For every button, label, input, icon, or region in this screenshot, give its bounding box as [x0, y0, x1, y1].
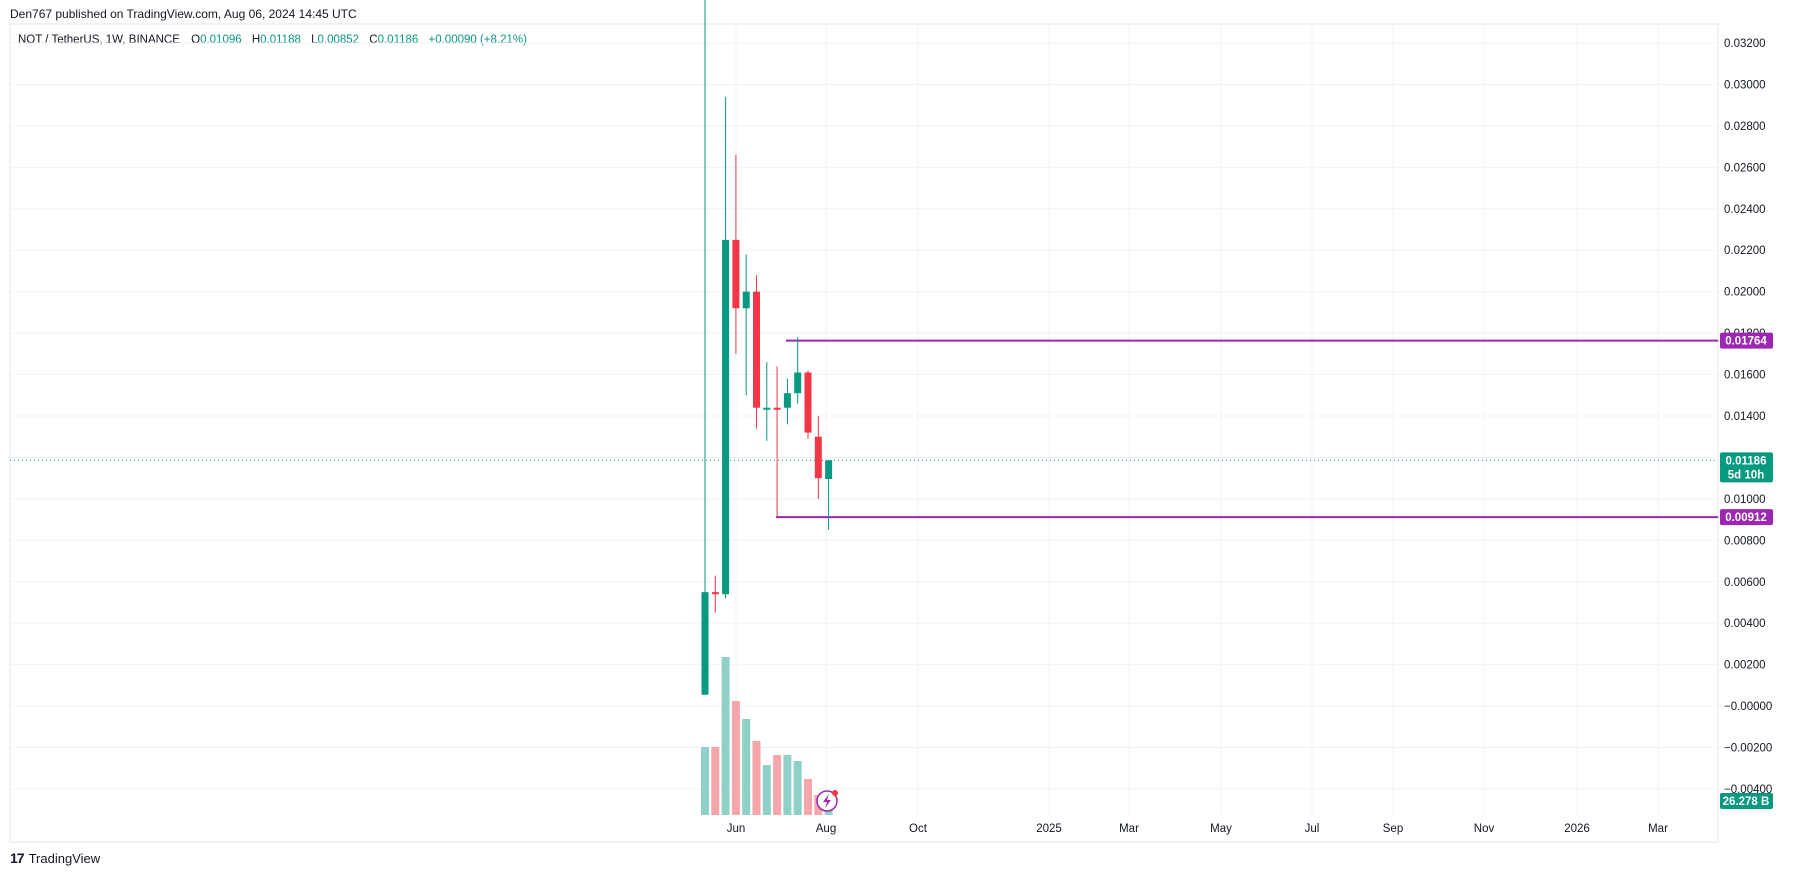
- price-tick-label: 0.01400: [1724, 411, 1766, 423]
- volume-bar: [721, 657, 730, 815]
- candle-body[interactable]: [722, 239, 730, 595]
- price-tick-label: −0.00200: [1724, 743, 1772, 755]
- time-tick-label: Mar: [1119, 823, 1139, 835]
- price-tick-label: 0.02600: [1724, 162, 1766, 174]
- price-tick-label: 0.02400: [1724, 204, 1766, 216]
- price-tags: 0.01764 0.01186 5d 10h 0.00912 26.278 B: [1720, 332, 1773, 809]
- candle-body[interactable]: [742, 291, 750, 309]
- support-tag-text: 0.00912: [1725, 512, 1767, 524]
- price-tick-label: 0.02200: [1724, 245, 1766, 257]
- volume-bar: [783, 755, 792, 815]
- time-tick-label: 2026: [1564, 823, 1590, 835]
- price-tick-label: 0.01000: [1724, 494, 1766, 506]
- volume-bar: [793, 761, 802, 815]
- candle-body[interactable]: [804, 372, 812, 433]
- resistance-tag-text: 0.01764: [1725, 336, 1767, 348]
- price-tick-label: 0.03200: [1724, 38, 1766, 50]
- price-axis[interactable]: 0.03200 0.03000 0.02800 0.02600 0.02400 0.022…: [1724, 38, 1772, 796]
- price-tick-label: 0.00600: [1724, 577, 1766, 589]
- lightning-icon[interactable]: [816, 790, 838, 812]
- grid: [10, 24, 1718, 815]
- candle-body[interactable]: [783, 393, 791, 408]
- volume-bar: [731, 701, 740, 815]
- time-tick-label: Sep: [1383, 823, 1403, 835]
- price-tick-label: −0.00000: [1724, 701, 1772, 713]
- time-tick-label: Oct: [909, 823, 928, 835]
- candle-body[interactable]: [794, 372, 802, 394]
- time-tick-label: Nov: [1474, 823, 1495, 835]
- resistance-tag-bg: [1720, 332, 1773, 349]
- volume-bar: [742, 719, 751, 815]
- volume-bar: [773, 755, 782, 815]
- price-tick-label: 0.02800: [1724, 121, 1766, 133]
- candle-body[interactable]: [711, 592, 719, 595]
- legend-high-label: H: [251, 34, 261, 46]
- legend-open-label: O: [191, 34, 201, 46]
- volume-tag-bg: [1720, 793, 1773, 809]
- current-price-tag-text: 0.01186: [1726, 455, 1767, 467]
- current-price-tag-bg: [1720, 452, 1773, 483]
- volume-bar: [762, 765, 771, 815]
- time-tick-label: Jun: [727, 823, 746, 835]
- candle-body[interactable]: [753, 291, 760, 408]
- price-tick-label: 0.01600: [1724, 370, 1766, 382]
- publisher-line: Den767 published on TradingView.com, Aug…: [10, 7, 357, 21]
- candle-body[interactable]: [814, 436, 822, 479]
- candle-body[interactable]: [773, 407, 781, 410]
- support-tag-bg: [1720, 509, 1773, 526]
- volume-tag-text: 26.278 B: [1723, 796, 1770, 808]
- candle-body[interactable]: [763, 407, 771, 410]
- horizontal-levels[interactable]: [776, 339, 1718, 519]
- price-tick-label: 0.00200: [1724, 660, 1766, 672]
- time-tick-label: Mar: [1648, 823, 1668, 835]
- candle-body[interactable]: [732, 239, 740, 309]
- price-tick-label: 0.00400: [1724, 618, 1766, 630]
- volume-bar: [804, 779, 812, 815]
- volume-bar: [701, 747, 709, 815]
- legend-low-label: L: [311, 34, 318, 46]
- tradingview-brand[interactable]: 17 TradingView: [10, 850, 100, 866]
- price-tick-label: 0.02000: [1724, 287, 1766, 299]
- price-tick-label: 0.03000: [1724, 79, 1766, 91]
- candle-body[interactable]: [701, 592, 709, 695]
- current-price-tag-text: 5d 10h: [1728, 469, 1764, 481]
- chart-frame: [9, 23, 1719, 843]
- price-tick-label: 0.00800: [1724, 535, 1766, 547]
- time-tick-label: May: [1210, 823, 1232, 835]
- time-tick-label: Aug: [816, 823, 836, 835]
- tradingview-logo-icon: 17: [10, 850, 25, 866]
- volume-bar: [711, 747, 720, 815]
- candles[interactable]: [701, 0, 833, 695]
- candle-body[interactable]: [825, 460, 833, 479]
- volume-bars: [701, 657, 833, 815]
- legend-close-label: C: [369, 34, 378, 46]
- brand-name: TradingView: [28, 850, 101, 866]
- volume-bar: [752, 741, 761, 815]
- time-tick-label: 2025: [1036, 823, 1062, 835]
- time-tick-label: Jul: [1305, 823, 1320, 835]
- time-axis[interactable]: Jun Aug Oct 2025 Mar May Jul Sep Nov 2026 Mar: [727, 823, 1668, 835]
